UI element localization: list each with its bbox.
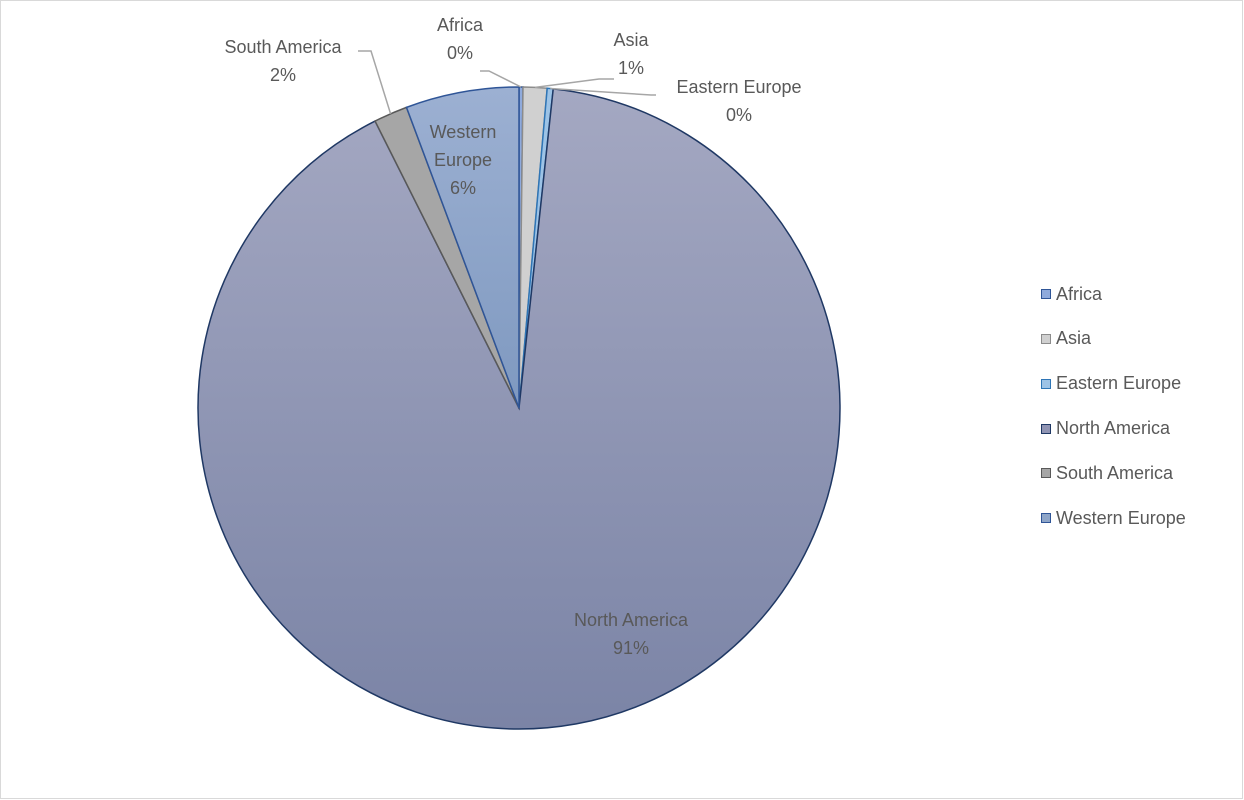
slice-label-eastern-europe: Eastern Europe 0% <box>676 77 801 125</box>
legend-item-asia: Asia <box>1041 328 1186 350</box>
legend-label-north-america: North America <box>1056 418 1171 439</box>
pie-slice-western-europe <box>405 86 520 409</box>
legend-swatch-asia <box>1041 333 1051 344</box>
leader-line-asia <box>535 78 614 89</box>
slice-label-africa: Africa 0% <box>437 15 484 63</box>
legend-item-africa: Africa <box>1041 283 1186 305</box>
legend: Africa Asia Eastern Europe North America… <box>1041 283 1186 552</box>
slice-label-north-america: North America 91% <box>574 610 689 658</box>
legend-swatch-north-america <box>1041 423 1051 434</box>
slice-label-western-europe: Western Europe 6% <box>430 122 497 198</box>
leader-line-africa <box>480 70 522 88</box>
legend-item-south-america: South America <box>1041 462 1186 484</box>
legend-swatch-south-america <box>1041 468 1051 479</box>
legend-item-eastern-europe: Eastern Europe <box>1041 373 1186 395</box>
legend-label-eastern-europe: Eastern Europe <box>1056 373 1182 394</box>
legend-label-africa: Africa <box>1056 283 1103 304</box>
legend-label-asia: Asia <box>1056 328 1092 349</box>
leader-line-eastern-europe <box>550 87 656 96</box>
legend-swatch-africa <box>1041 289 1051 300</box>
legend-swatch-western-europe <box>1041 513 1051 524</box>
pie-slice-north-america <box>197 88 841 730</box>
legend-swatch-eastern-europe <box>1041 378 1051 389</box>
legend-label-south-america: South America <box>1056 462 1174 483</box>
slice-label-asia: Asia 1% <box>613 30 649 78</box>
leader-line-south-america <box>358 50 392 115</box>
legend-label-western-europe: Western Europe <box>1056 507 1186 528</box>
legend-item-north-america: North America <box>1041 417 1186 439</box>
legend-item-western-europe: Western Europe <box>1041 507 1186 529</box>
slice-label-south-america: South America 2% <box>224 37 342 85</box>
